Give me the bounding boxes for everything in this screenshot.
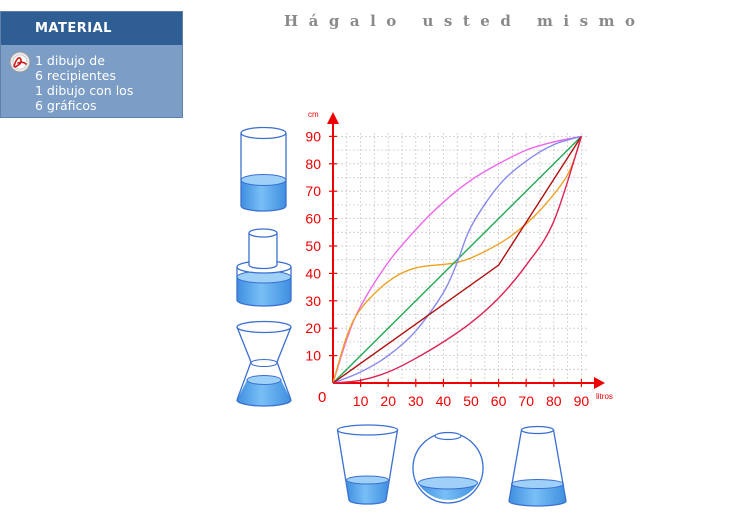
x-tick-label: 90 xyxy=(574,393,590,409)
material-link-graphs-2[interactable]: 6 gráficos xyxy=(35,98,97,113)
cylinder-container-icon xyxy=(240,126,287,212)
series-line-5 xyxy=(332,136,582,384)
series-line-3 xyxy=(332,135,582,384)
x-axis-arrow xyxy=(594,377,605,389)
flask-cone-container-icon xyxy=(508,425,567,507)
x-axis-label: litros xyxy=(596,392,613,401)
x-tick-label: 30 xyxy=(408,393,424,409)
material-panel: MATERIAL 1 dibujo de 6 recipientes 1 dib… xyxy=(0,11,183,118)
x-tick-label: 20 xyxy=(380,393,396,409)
y-tick-label: 90 xyxy=(305,128,321,144)
material-heading: MATERIAL xyxy=(1,12,182,45)
y-tick-label: 10 xyxy=(305,348,321,364)
y-axis-label: cm xyxy=(308,110,319,119)
series-line-4 xyxy=(332,135,582,384)
sphere-container-icon xyxy=(412,431,484,504)
hourglass-container-icon xyxy=(236,320,292,407)
y-tick-label: 60 xyxy=(305,211,321,227)
chart-series xyxy=(332,135,583,384)
tapered-glass-container-icon xyxy=(336,424,399,505)
y-tick-label: 30 xyxy=(305,293,321,309)
material-link-graphs-1[interactable]: 1 dibujo con los xyxy=(35,83,134,98)
y-tick-label: 50 xyxy=(305,238,321,254)
x-tick-label: 60 xyxy=(491,393,507,409)
pdf-document-icon[interactable] xyxy=(9,51,31,73)
y-axis-arrow xyxy=(327,112,339,124)
x-tick-label: 10 xyxy=(353,393,369,409)
x-tick-label: 40 xyxy=(436,393,452,409)
y-tick-label: 80 xyxy=(305,156,321,172)
x-tick-label: 70 xyxy=(518,393,534,409)
chart-ticks: 10 20 30 40 50 60 70 80 90 10 20 30 40 50 60 70 80 90 xyxy=(305,128,589,409)
stepped-cylinder-container-icon xyxy=(236,228,292,307)
material-list: 1 dibujo de 6 recipientes 1 dibujo con l… xyxy=(1,45,182,113)
y-tick-label: 20 xyxy=(305,320,321,336)
y-tick-label: 40 xyxy=(305,265,321,281)
material-link-containers-1[interactable]: 1 dibujo de xyxy=(35,53,105,68)
x-tick-label: 50 xyxy=(463,393,479,409)
containers-group xyxy=(236,126,567,507)
x-tick-label: 80 xyxy=(546,393,562,409)
material-link-containers-2[interactable]: 6 recipientes xyxy=(35,68,116,83)
page-title: Hágalo usted mismo xyxy=(284,12,646,30)
series-line-6 xyxy=(332,136,583,384)
y-tick-label: 70 xyxy=(305,183,321,199)
origin-label: 0 xyxy=(318,389,326,406)
